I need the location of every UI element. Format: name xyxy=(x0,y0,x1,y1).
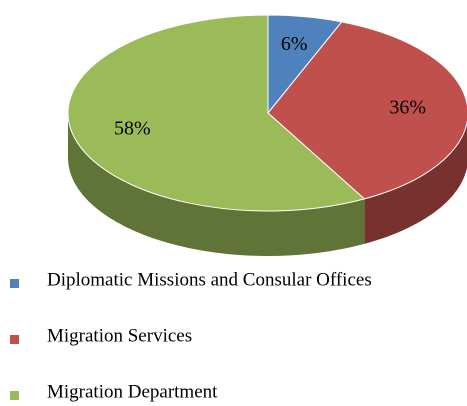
slice xyxy=(67,14,366,212)
legend-swatch xyxy=(10,279,19,288)
legend-swatch xyxy=(10,335,19,344)
legend-label: Migration Department xyxy=(47,381,218,402)
data-label: 6% xyxy=(281,33,308,55)
slice-side xyxy=(364,122,467,244)
legend-label: Diplomatic Missions and Consular Offices xyxy=(47,269,372,290)
legend-label: Migration Services xyxy=(47,325,192,346)
data-label: 58% xyxy=(114,118,151,140)
legend-swatch xyxy=(10,391,19,400)
slice-side xyxy=(68,113,365,256)
slice xyxy=(267,21,467,200)
data-label: 36% xyxy=(389,96,426,118)
